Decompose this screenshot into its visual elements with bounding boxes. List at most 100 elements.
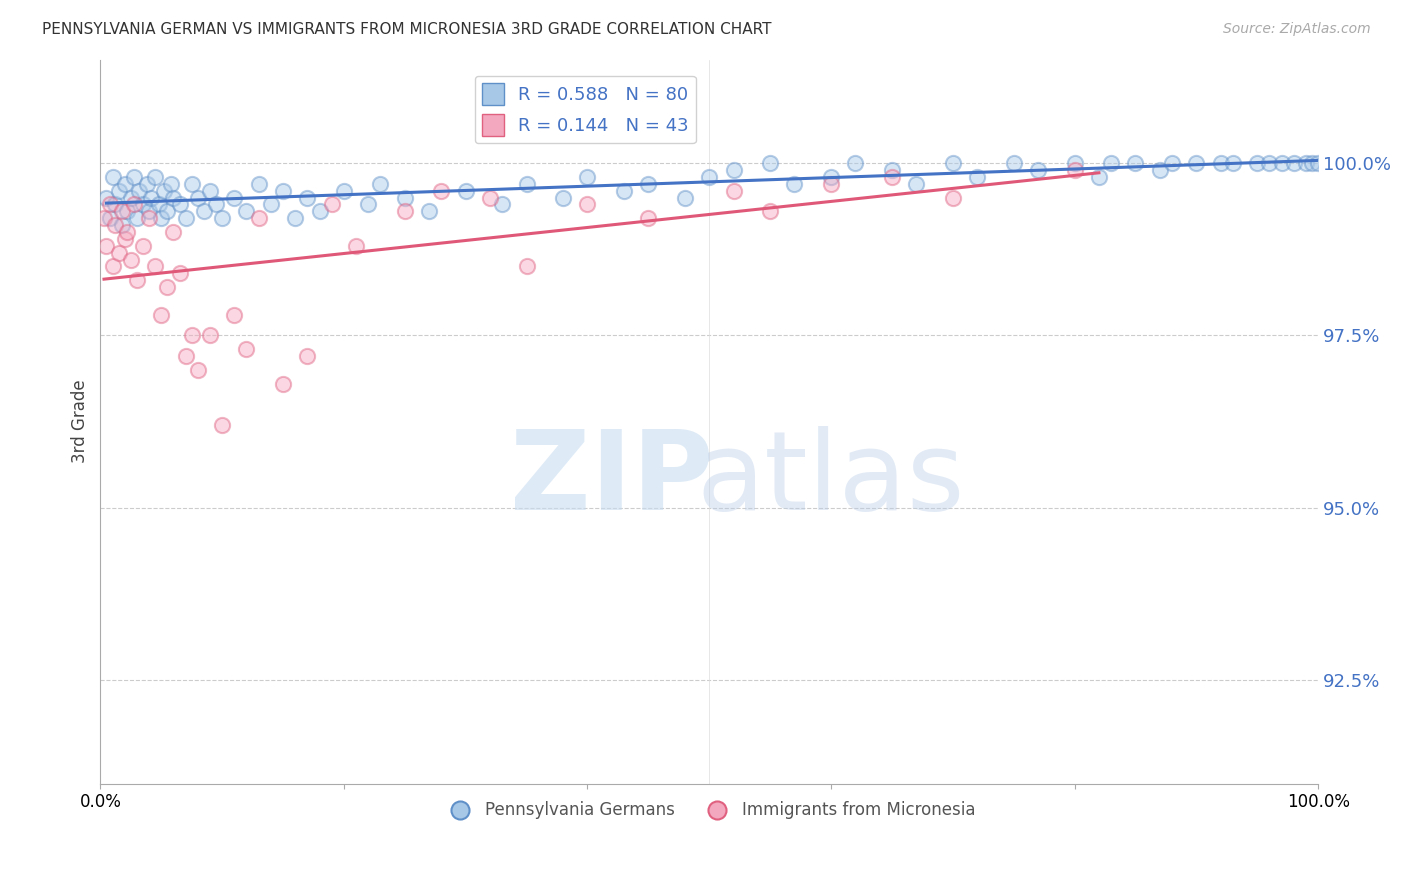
Point bbox=[479, 190, 502, 204]
Point bbox=[224, 308, 246, 322]
Point bbox=[284, 211, 307, 226]
Point bbox=[132, 197, 155, 211]
Point bbox=[1063, 163, 1085, 178]
Point bbox=[260, 197, 283, 211]
Point bbox=[1063, 156, 1085, 170]
Point bbox=[187, 363, 209, 377]
Point bbox=[1222, 156, 1244, 170]
Point bbox=[224, 190, 246, 204]
Text: atlas: atlas bbox=[697, 426, 966, 533]
Point bbox=[111, 218, 134, 232]
Point bbox=[1246, 156, 1268, 170]
Point bbox=[394, 190, 416, 204]
Point bbox=[96, 190, 118, 204]
Point bbox=[156, 204, 179, 219]
Point bbox=[198, 328, 221, 343]
Point bbox=[98, 211, 121, 226]
Point bbox=[820, 177, 842, 191]
Point bbox=[135, 177, 157, 191]
Y-axis label: 3rd Grade: 3rd Grade bbox=[72, 380, 89, 464]
Point bbox=[114, 177, 136, 191]
Point bbox=[1026, 163, 1049, 178]
Point bbox=[1209, 156, 1232, 170]
Point bbox=[247, 177, 270, 191]
Point bbox=[613, 184, 636, 198]
Point bbox=[966, 169, 988, 184]
Point bbox=[169, 197, 191, 211]
Point bbox=[491, 197, 513, 211]
Point bbox=[120, 252, 142, 267]
Point bbox=[1185, 156, 1208, 170]
Point bbox=[1161, 156, 1184, 170]
Point bbox=[132, 239, 155, 253]
Point bbox=[576, 169, 599, 184]
Point bbox=[148, 197, 170, 211]
Point bbox=[1258, 156, 1281, 170]
Point bbox=[308, 204, 330, 219]
Point bbox=[193, 204, 215, 219]
Text: ZIP: ZIP bbox=[510, 426, 713, 533]
Point bbox=[1301, 156, 1323, 170]
Point bbox=[174, 349, 197, 363]
Point bbox=[115, 225, 138, 239]
Legend: Pennsylvania Germans, Immigrants from Micronesia: Pennsylvania Germans, Immigrants from Mi… bbox=[437, 795, 981, 826]
Point bbox=[1282, 156, 1305, 170]
Point bbox=[169, 266, 191, 280]
Point bbox=[942, 156, 965, 170]
Point bbox=[637, 211, 659, 226]
Point bbox=[344, 239, 367, 253]
Point bbox=[120, 190, 142, 204]
Point bbox=[430, 184, 453, 198]
Point bbox=[198, 184, 221, 198]
Point bbox=[93, 211, 115, 226]
Point bbox=[128, 184, 150, 198]
Point bbox=[1271, 156, 1294, 170]
Point bbox=[1308, 156, 1330, 170]
Point bbox=[187, 190, 209, 204]
Point bbox=[125, 273, 148, 287]
Point bbox=[820, 169, 842, 184]
Point bbox=[150, 211, 173, 226]
Point bbox=[553, 190, 575, 204]
Point bbox=[235, 343, 257, 357]
Point bbox=[180, 328, 202, 343]
Point bbox=[107, 184, 129, 198]
Point bbox=[180, 177, 202, 191]
Point bbox=[271, 184, 294, 198]
Point bbox=[516, 177, 538, 191]
Point bbox=[104, 218, 127, 232]
Point bbox=[1088, 169, 1111, 184]
Point bbox=[138, 211, 160, 226]
Point bbox=[357, 197, 380, 211]
Point bbox=[235, 204, 257, 219]
Point bbox=[101, 260, 124, 274]
Point bbox=[271, 376, 294, 391]
Point bbox=[107, 245, 129, 260]
Point bbox=[697, 169, 720, 184]
Point bbox=[211, 211, 233, 226]
Point bbox=[783, 177, 806, 191]
Point bbox=[1125, 156, 1147, 170]
Point bbox=[141, 190, 163, 204]
Point bbox=[1149, 163, 1171, 178]
Point bbox=[1295, 156, 1317, 170]
Point bbox=[143, 169, 166, 184]
Point bbox=[637, 177, 659, 191]
Point bbox=[101, 169, 124, 184]
Text: Source: ZipAtlas.com: Source: ZipAtlas.com bbox=[1223, 22, 1371, 37]
Point bbox=[152, 184, 174, 198]
Point bbox=[156, 280, 179, 294]
Point bbox=[454, 184, 477, 198]
Point bbox=[247, 211, 270, 226]
Point bbox=[211, 418, 233, 433]
Point bbox=[905, 177, 928, 191]
Point bbox=[115, 204, 138, 219]
Point bbox=[942, 190, 965, 204]
Point bbox=[125, 211, 148, 226]
Point bbox=[205, 197, 228, 211]
Point bbox=[1002, 156, 1025, 170]
Point bbox=[1099, 156, 1122, 170]
Point bbox=[124, 197, 146, 211]
Point bbox=[98, 197, 121, 211]
Point bbox=[370, 177, 392, 191]
